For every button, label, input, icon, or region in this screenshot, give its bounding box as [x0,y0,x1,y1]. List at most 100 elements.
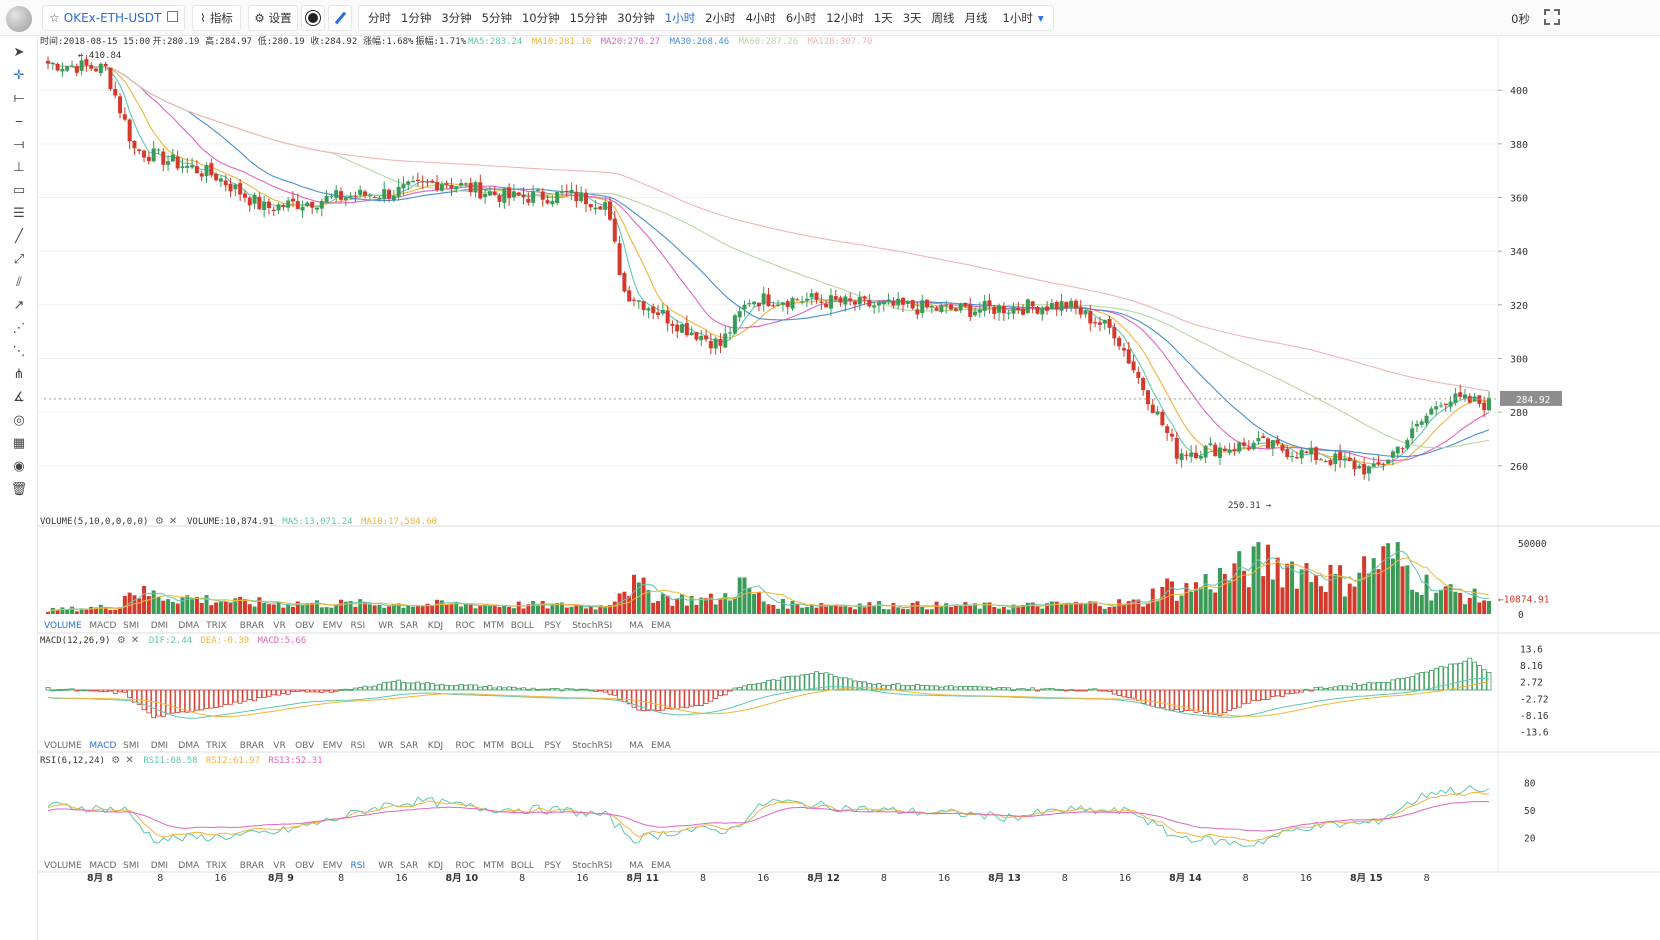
indicator-tab[interactable]: BRAR [240,741,264,751]
indicator-tab[interactable]: VOLUME [44,621,82,631]
indicator-tab[interactable]: TRIX [205,741,227,751]
indicator-tab[interactable]: TRIX [205,861,227,871]
period-tab[interactable]: 月线 [964,11,988,25]
indicator-tab[interactable]: BOLL [511,741,534,751]
indicator-tab[interactable]: RSI [351,621,366,631]
indicator-tab[interactable]: StochRSI [572,861,612,871]
indicator-tab[interactable]: TRIX [205,621,227,631]
fullscreen-icon[interactable] [1544,9,1560,25]
indicator-tab[interactable]: WR [378,741,393,751]
indicator-tab[interactable]: VR [273,741,285,751]
period-tab[interactable]: 2小时 [705,11,736,25]
period-tab[interactable]: 6小时 [785,11,817,25]
symbol-selector[interactable]: ☆ OKEx-ETH-USDT [42,5,185,31]
indicator-tab[interactable]: BRAR [240,861,264,871]
crosshair-icon[interactable]: ✛ [13,67,25,83]
indicator-tab[interactable]: MA [629,741,644,751]
vertical-line-icon[interactable]: ⊥ [13,159,25,175]
indicator-tab[interactable]: DMI [151,741,168,751]
indicators-button[interactable]: ⌇ 指标 [192,5,241,31]
measure-icon[interactable]: ▦ [12,435,26,451]
indicator-tab[interactable]: StochRSI [572,621,612,631]
delete-icon[interactable]: 🗑 [10,481,28,497]
indicator-tab[interactable]: EMA [651,621,671,631]
indicator-tab[interactable]: PSY [544,741,561,751]
indicator-tab[interactable]: DMA [178,741,200,751]
indicator-tab[interactable]: PSY [544,861,561,871]
horizontal-segment-icon[interactable]: ⟝ [13,90,25,106]
period-tab[interactable]: 1分钟 [401,11,432,25]
indicator-tab[interactable]: SMI [123,741,139,751]
horizontal-ray-icon[interactable]: ⟞ [13,136,25,152]
horizontal-line-icon[interactable]: ⎯ [15,113,23,129]
indicator-tab[interactable]: VOLUME [44,861,82,871]
period-tab[interactable]: 12小时 [826,11,864,25]
indicator-tab[interactable]: WR [378,861,393,871]
indicator-tab[interactable]: RSI [351,861,366,871]
indicator-tab[interactable]: BRAR [240,621,264,631]
indicator-tab[interactable]: SAR [400,861,418,871]
indicator-tab[interactable]: EMA [651,861,671,871]
indicator-tab[interactable]: SMI [123,861,139,871]
indicator-tab[interactable]: MA [629,861,644,871]
theme-toggle-button[interactable] [301,5,325,31]
period-tab[interactable]: 周线 [931,11,955,25]
indicator-tab[interactable]: VOLUME [44,741,82,751]
indicator-tab[interactable]: MTM [483,741,504,751]
indicator-tab[interactable]: MACD [89,621,116,631]
drawing-toggle-button[interactable] [328,5,352,31]
indicator-tab[interactable]: DMI [151,621,168,631]
indicator-tab[interactable]: EMA [651,741,671,751]
period-tab[interactable]: 4小时 [745,11,776,25]
indicator-tab[interactable]: RSI [351,741,366,751]
period-tab[interactable]: 3分钟 [441,11,472,25]
indicator-tab[interactable]: MACD [89,741,116,751]
chart-canvas[interactable]: ← 410.84 250.31 → 284.92 260 280 300 320 340 36… [38,36,1660,940]
period-tab[interactable]: 30分钟 [617,11,655,25]
indicator-tab[interactable]: SAR [400,621,418,631]
indicator-tab[interactable]: ROC [455,861,475,871]
indicator-tab[interactable]: PSY [544,621,561,631]
period-tab-active[interactable]: 1小时 [664,11,696,25]
indicator-tab[interactable]: DMI [151,861,168,871]
period-tab[interactable]: 10分钟 [521,11,560,25]
period-dropdown[interactable]: 1小时 ▾ [993,10,1049,26]
indicator-tab[interactable]: KDJ [428,741,444,751]
indicator-tab[interactable]: KDJ [428,621,444,631]
indicator-tab[interactable]: MTM [483,621,504,631]
indicator-tab[interactable]: OBV [295,621,315,631]
indicator-tab[interactable]: ROC [455,741,475,751]
trend-line-icon[interactable]: ╱ [15,228,23,244]
fib-spiral-icon[interactable]: ◎ [13,412,25,428]
indicator-tab[interactable]: OBV [295,861,315,871]
indicator-tab[interactable]: EMV [323,861,343,871]
indicator-tab[interactable]: DMA [178,621,200,631]
external-link-icon[interactable] [167,11,178,22]
period-tab[interactable]: 3天 [902,11,922,25]
indicator-tab[interactable]: VR [273,861,285,871]
settings-button[interactable]: ⚙ 设置 [248,5,298,31]
fib-fan-icon[interactable]: ⋰ [12,320,26,336]
period-tab[interactable]: 分时 [368,11,391,25]
indicator-tab[interactable]: SAR [400,741,418,751]
visibility-icon[interactable]: ◉ [13,458,25,474]
cursor-arrow-icon[interactable]: ➤ [13,44,25,60]
arrow-line-icon[interactable]: ↗ [13,297,25,313]
ray-line-icon[interactable]: ⤢ [13,251,25,267]
indicator-tab[interactable]: BOLL [511,861,534,871]
period-tab[interactable]: 15分钟 [569,11,608,25]
speed-lines-icon[interactable]: ∡ [13,389,25,405]
indicator-tab[interactable]: MTM [483,861,504,871]
parallel-channel-icon[interactable]: ⫽ [16,274,22,290]
indicator-tab[interactable]: EMV [323,741,343,751]
pitchfork-icon[interactable]: ⋔ [13,366,25,382]
period-tab[interactable]: 1天 [873,11,893,25]
indicator-tab[interactable]: BOLL [511,621,534,631]
period-tab[interactable]: 5分钟 [481,11,512,25]
indicator-tab[interactable]: KDJ [428,861,444,871]
indicator-tab[interactable]: VR [273,621,285,631]
indicator-tab[interactable]: OBV [295,741,315,751]
indicator-tab[interactable]: WR [378,621,393,631]
indicator-tab[interactable]: StochRSI [572,741,612,751]
parallel-lines-icon[interactable]: ☰ [13,205,25,221]
